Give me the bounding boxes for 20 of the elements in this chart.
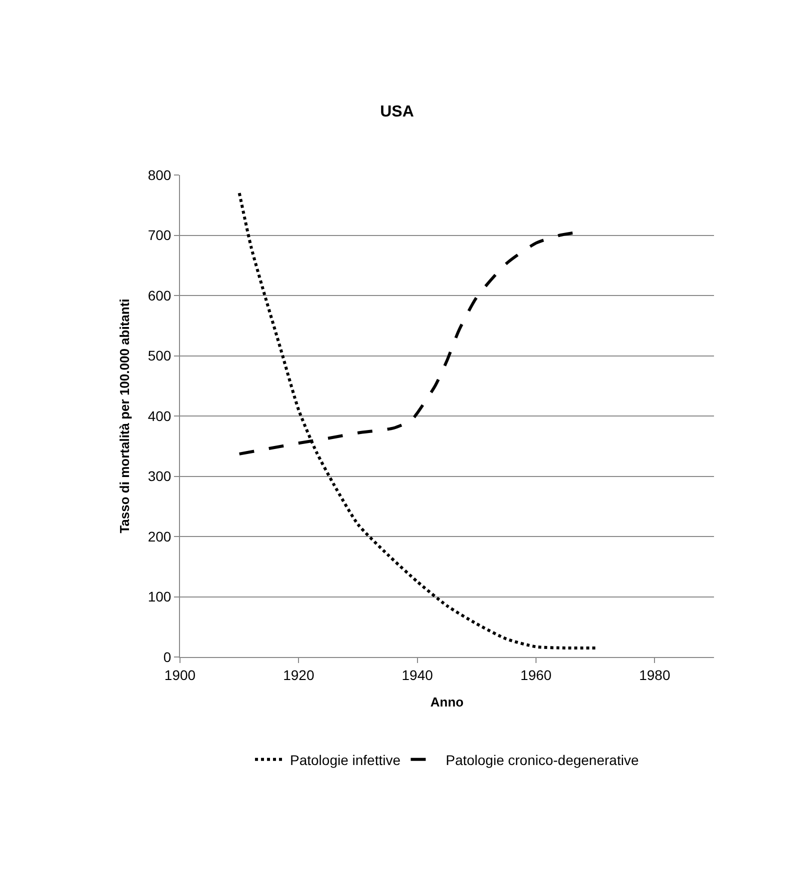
x-tick-label: 1940 bbox=[402, 666, 434, 683]
y-tick-label: 500 bbox=[148, 348, 172, 364]
x-tick-label: 1900 bbox=[164, 666, 196, 683]
y-tick-label: 800 bbox=[148, 166, 172, 183]
x-axis-title: Anno bbox=[430, 694, 464, 710]
y-tick-label: 400 bbox=[148, 408, 172, 424]
y-tick-label: 300 bbox=[148, 468, 172, 484]
legend-label: Patologie cronico-degenerative bbox=[446, 752, 639, 768]
x-tick-label: 1960 bbox=[520, 666, 552, 683]
y-tick-label: 700 bbox=[148, 227, 172, 244]
legend-label: Patologie infettive bbox=[290, 752, 401, 768]
x-tick-label: 1980 bbox=[639, 666, 670, 683]
y-axis-title: Tasso di mortalità per 100.000 abitanti bbox=[116, 298, 132, 534]
y-tick-label: 600 bbox=[148, 287, 172, 304]
y-tick-label: 0 bbox=[163, 648, 172, 665]
line-series bbox=[238, 192, 597, 650]
y-tick-label: 200 bbox=[148, 528, 172, 544]
y-tick-label: 100 bbox=[148, 588, 172, 605]
x-tick-label: 1920 bbox=[283, 666, 314, 683]
chart-title: USA bbox=[380, 103, 414, 120]
